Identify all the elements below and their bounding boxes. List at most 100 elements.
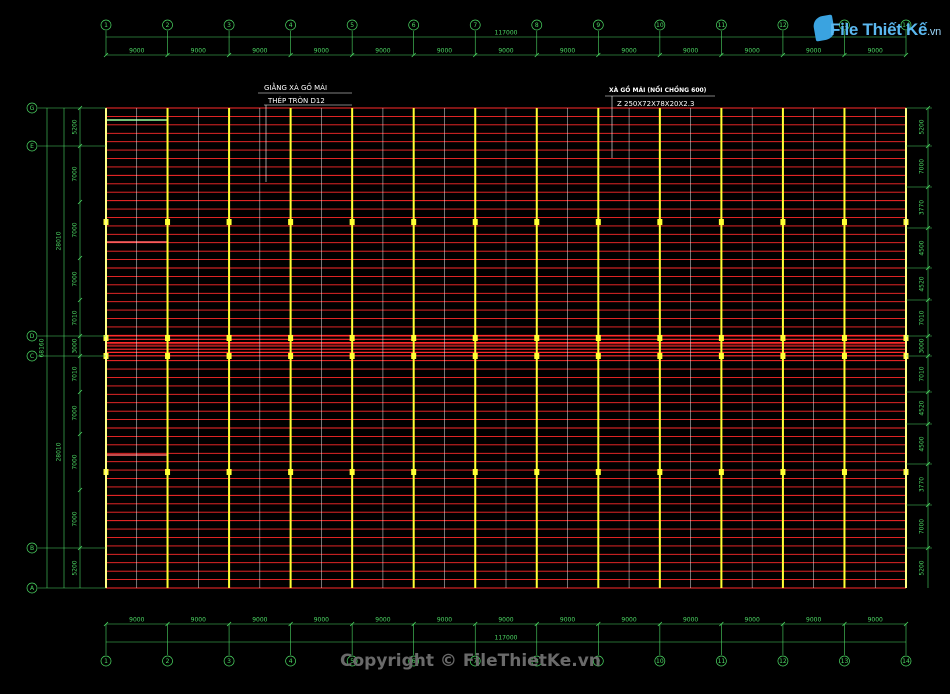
grid-bubble xyxy=(223,19,235,31)
grid-number-label: 11 xyxy=(718,22,726,29)
rafter-connection xyxy=(595,469,601,475)
rafter-connection xyxy=(472,335,478,341)
rafter-connection xyxy=(657,469,663,475)
grid-bubble xyxy=(26,350,38,362)
grid-bubble xyxy=(531,655,543,667)
rafter-connection xyxy=(411,469,417,475)
grid-number-label: 6 xyxy=(412,658,416,665)
dim-segment-label: 7000 xyxy=(919,519,926,534)
dim-slash xyxy=(77,545,83,551)
grid-bubble xyxy=(100,19,112,31)
grid-bubble xyxy=(408,19,420,31)
rafter-connection xyxy=(226,219,232,225)
bracing-annotation: GIẰNG XÀ GỒ MÁI THÉP TRÒN D12 xyxy=(258,82,352,182)
rafter-connection xyxy=(534,219,540,225)
dim-bay-label: 9000 xyxy=(621,48,636,55)
dim-slash xyxy=(842,621,847,627)
dim-bay-label: 9000 xyxy=(683,48,698,55)
dim-segment-label: 5200 xyxy=(919,119,926,134)
dim-bay-label: 9000 xyxy=(252,617,267,624)
grid-number-label: 11 xyxy=(718,658,726,665)
grid-bubble xyxy=(100,655,112,667)
roof-structure xyxy=(103,107,909,589)
dim-total-label: 117000 xyxy=(495,635,518,642)
dim-slash xyxy=(925,265,931,271)
dim-bay-label: 9000 xyxy=(375,617,390,624)
rafter-connection xyxy=(780,219,786,225)
dim-half-label: 28010 xyxy=(56,231,63,250)
rafter-connection xyxy=(595,335,601,341)
purlin-spec: Z 250X72X78X20X2.3 xyxy=(617,100,694,108)
rafter-connection xyxy=(657,335,663,341)
grid-number-label: 13 xyxy=(841,22,849,29)
grid-bubble xyxy=(346,655,358,667)
rafter-connection xyxy=(718,353,724,359)
grid-bubble xyxy=(900,655,912,667)
dim-segment-label: 7000 xyxy=(919,159,926,174)
grid-number-label: 3 xyxy=(227,22,231,29)
dim-slash xyxy=(288,52,293,58)
dim-slash xyxy=(226,621,232,627)
dim-slash xyxy=(842,52,847,58)
rafter-connection xyxy=(595,219,601,225)
dim-slash xyxy=(411,52,416,58)
grid-bubble xyxy=(26,102,38,114)
grid-bubble xyxy=(162,19,173,31)
dim-slash xyxy=(719,621,724,627)
dim-slash xyxy=(903,621,909,627)
dim-slash xyxy=(925,105,931,111)
grid-bubble xyxy=(469,19,481,31)
grid-bubble xyxy=(285,19,296,31)
grid-number-label: 5 xyxy=(350,22,354,29)
grid-number-label: 2 xyxy=(166,658,170,665)
dim-segment-label: 4520 xyxy=(919,400,926,415)
dim-bay-label: 9000 xyxy=(868,48,883,55)
rafter-connection xyxy=(288,469,294,475)
grid-number-label: 7 xyxy=(473,658,477,665)
grid-number-label: 1 xyxy=(104,22,108,29)
dim-segment-label: 3000 xyxy=(919,338,926,353)
dim-bay-label: 9000 xyxy=(252,48,267,55)
dim-bay-label: 9000 xyxy=(498,617,513,624)
dim-slash xyxy=(226,52,232,58)
dim-segment-label: 7010 xyxy=(72,310,79,325)
rafter-connection xyxy=(595,353,601,359)
bracing-title: GIẰNG XÀ GỒ MÁI xyxy=(264,82,327,92)
grid-number-label: 3 xyxy=(227,658,231,665)
rafter-connection xyxy=(411,335,417,341)
dim-slash xyxy=(77,105,83,111)
grid-bubble xyxy=(223,655,235,667)
grid-bubble xyxy=(531,19,543,31)
dim-bay-label: 9000 xyxy=(437,48,452,55)
grid-bubble xyxy=(716,655,727,667)
dim-segment-label: 7000 xyxy=(72,405,79,420)
grid-bubble xyxy=(777,19,789,31)
rafter-connection xyxy=(472,353,478,359)
dim-slash xyxy=(165,621,170,627)
dim-slash xyxy=(288,621,293,627)
dim-bay-label: 9000 xyxy=(375,48,390,55)
grid-bubble xyxy=(839,655,850,667)
dim-slash xyxy=(780,52,786,58)
dim-bay-label: 9000 xyxy=(129,48,144,55)
dim-segment-label: 7000 xyxy=(72,511,79,526)
rafter-connection xyxy=(534,335,540,341)
dim-slash xyxy=(596,621,601,627)
rafter-connection xyxy=(472,469,478,475)
rafter-connection xyxy=(780,469,786,475)
dim-bay-label: 9000 xyxy=(560,617,575,624)
grid-number-label: 12 xyxy=(779,658,787,665)
grid-number-label: 12 xyxy=(779,22,787,29)
grid-bubble xyxy=(26,582,38,594)
dimension-lines xyxy=(26,19,932,667)
dim-slash xyxy=(534,621,540,627)
dim-slash xyxy=(925,353,931,359)
rafter-connection xyxy=(841,335,847,341)
dim-bay-label: 9000 xyxy=(745,617,760,624)
dim-bay-label: 9000 xyxy=(806,48,821,55)
dim-segment-label: 4520 xyxy=(919,276,926,291)
dim-segment-label: 5200 xyxy=(72,560,79,575)
grid-number-label: 10 xyxy=(656,22,664,29)
dim-segment-label: 3770 xyxy=(919,477,926,492)
rafter-connection xyxy=(657,219,663,225)
